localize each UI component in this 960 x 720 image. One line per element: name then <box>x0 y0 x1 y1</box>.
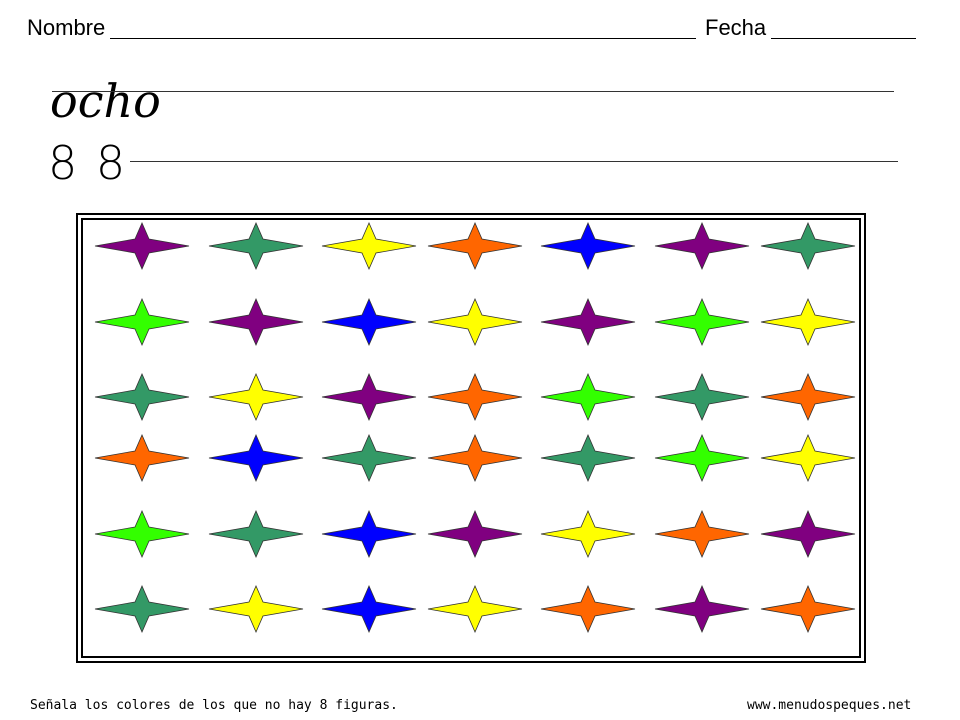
star-teal <box>760 222 856 270</box>
star-lime <box>540 373 636 421</box>
star-purple <box>540 298 636 346</box>
star-yellow <box>208 585 304 633</box>
writing-line-word <box>52 91 894 92</box>
star-orange <box>427 434 523 482</box>
stars-frame-inner <box>81 218 861 658</box>
star-orange <box>427 222 523 270</box>
star-purple <box>760 510 856 558</box>
star-blue <box>208 434 304 482</box>
star-teal <box>208 510 304 558</box>
star-lime <box>94 298 190 346</box>
practice-word: ocho <box>50 74 161 128</box>
star-blue <box>321 298 417 346</box>
star-yellow <box>540 510 636 558</box>
star-yellow <box>321 222 417 270</box>
star-orange <box>94 434 190 482</box>
date-line <box>771 38 916 39</box>
star-purple <box>94 222 190 270</box>
writing-line-digits <box>130 161 898 162</box>
star-purple <box>654 222 750 270</box>
star-teal <box>94 585 190 633</box>
star-orange <box>540 585 636 633</box>
star-teal <box>540 434 636 482</box>
star-purple <box>427 510 523 558</box>
practice-digits: 8 8 <box>48 136 128 190</box>
star-yellow <box>427 585 523 633</box>
star-orange <box>760 373 856 421</box>
star-yellow <box>760 298 856 346</box>
star-teal <box>94 373 190 421</box>
star-teal <box>208 222 304 270</box>
star-blue <box>321 510 417 558</box>
name-label: Nombre <box>27 15 106 40</box>
star-purple <box>654 585 750 633</box>
star-blue <box>321 585 417 633</box>
date-label: Fecha <box>705 15 767 40</box>
star-yellow <box>760 434 856 482</box>
star-orange <box>760 585 856 633</box>
star-yellow <box>208 373 304 421</box>
star-teal <box>321 434 417 482</box>
star-lime <box>654 298 750 346</box>
website-text: www.menudospeques.net <box>747 698 912 713</box>
star-teal <box>654 373 750 421</box>
instruction-text: Señala los colores de los que no hay 8 f… <box>30 698 398 713</box>
star-orange <box>654 510 750 558</box>
name-line <box>110 38 696 39</box>
star-lime <box>94 510 190 558</box>
star-blue <box>540 222 636 270</box>
star-orange <box>427 373 523 421</box>
star-lime <box>654 434 750 482</box>
stars-frame-outer <box>76 213 866 663</box>
star-purple <box>321 373 417 421</box>
star-purple <box>208 298 304 346</box>
star-yellow <box>427 298 523 346</box>
